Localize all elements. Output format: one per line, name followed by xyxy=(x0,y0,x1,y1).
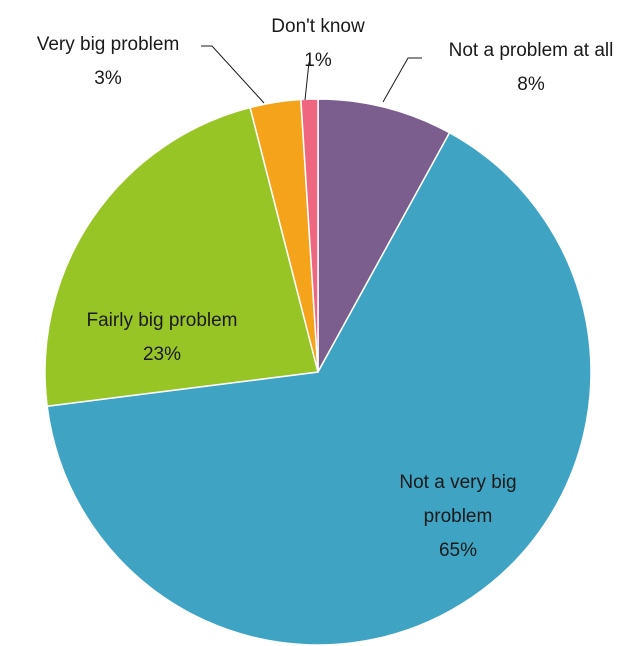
pie-slice-not-a-problem-at-all xyxy=(317,98,451,373)
pie-slice-don-t-know xyxy=(300,98,319,373)
slice-label-not-a-problem-at-all: Not a problem at all xyxy=(449,40,614,61)
leader-line-very-big-problem xyxy=(201,45,265,104)
slice-value-not-a-very-big-problem: 65% xyxy=(439,540,477,561)
pie-slice-fairly-big-problem xyxy=(44,106,319,408)
pie-slice-not-a-very-big-problem xyxy=(46,131,592,646)
leader-line-not-a-problem-at-all xyxy=(382,57,422,103)
slice-label-very-big-problem: Very big problem xyxy=(37,34,180,55)
leader-line-don-t-know xyxy=(304,61,310,101)
labels-layer: Not a problem at all 8% Not a very big prob… xyxy=(37,16,614,561)
slice-value-fairly-big-problem: 23% xyxy=(143,344,181,365)
leader-lines-layer xyxy=(201,45,422,104)
slice-label-don-t-know: Don't know xyxy=(271,16,365,37)
slice-value-not-a-problem-at-all: 8% xyxy=(517,74,545,95)
slice-value-don-t-know: 1% xyxy=(304,50,332,71)
slice-label-fairly-big-problem: Fairly big problem xyxy=(87,310,238,331)
slice-value-very-big-problem: 3% xyxy=(94,68,122,89)
slice-label-not-a-very-big-problem: Not a very big problem xyxy=(399,472,516,527)
slices-layer xyxy=(44,98,592,646)
